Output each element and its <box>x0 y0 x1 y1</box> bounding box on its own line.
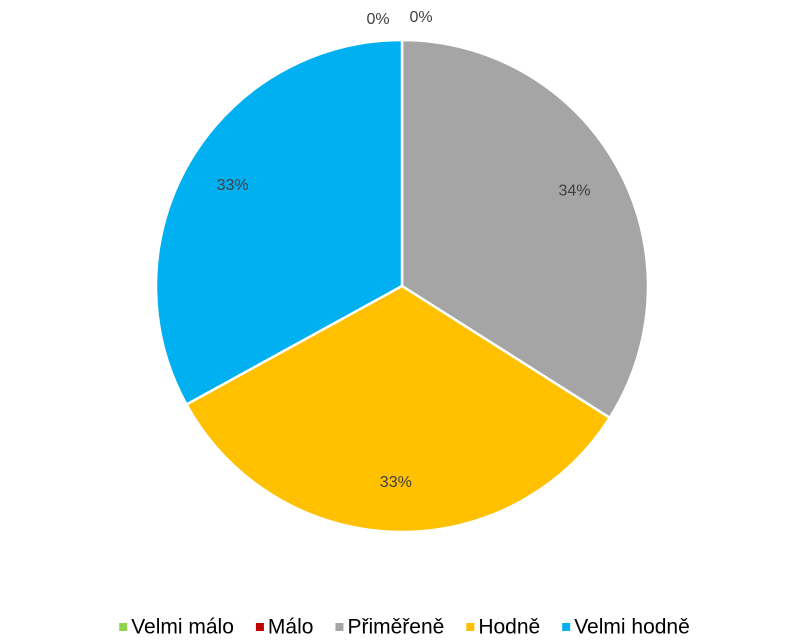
data-label: 0% <box>409 9 432 26</box>
legend-marker <box>119 623 128 631</box>
legend-label: Přiměřeně <box>347 616 444 639</box>
legend-label: Hodně <box>478 616 540 639</box>
legend-marker <box>562 623 571 631</box>
pie-slice <box>154 38 404 407</box>
data-label: 33% <box>217 177 249 194</box>
data-label: 33% <box>380 474 412 491</box>
pie-slice <box>400 38 650 420</box>
legend-label: Velmi málo <box>131 616 234 639</box>
legend-label: Velmi hodně <box>574 616 690 639</box>
data-label: 34% <box>558 182 590 199</box>
legend-marker <box>466 623 475 631</box>
legend-marker <box>255 623 264 631</box>
data-label: 0% <box>366 11 389 28</box>
legend-label: Málo <box>268 616 314 639</box>
legend-marker <box>335 623 344 631</box>
